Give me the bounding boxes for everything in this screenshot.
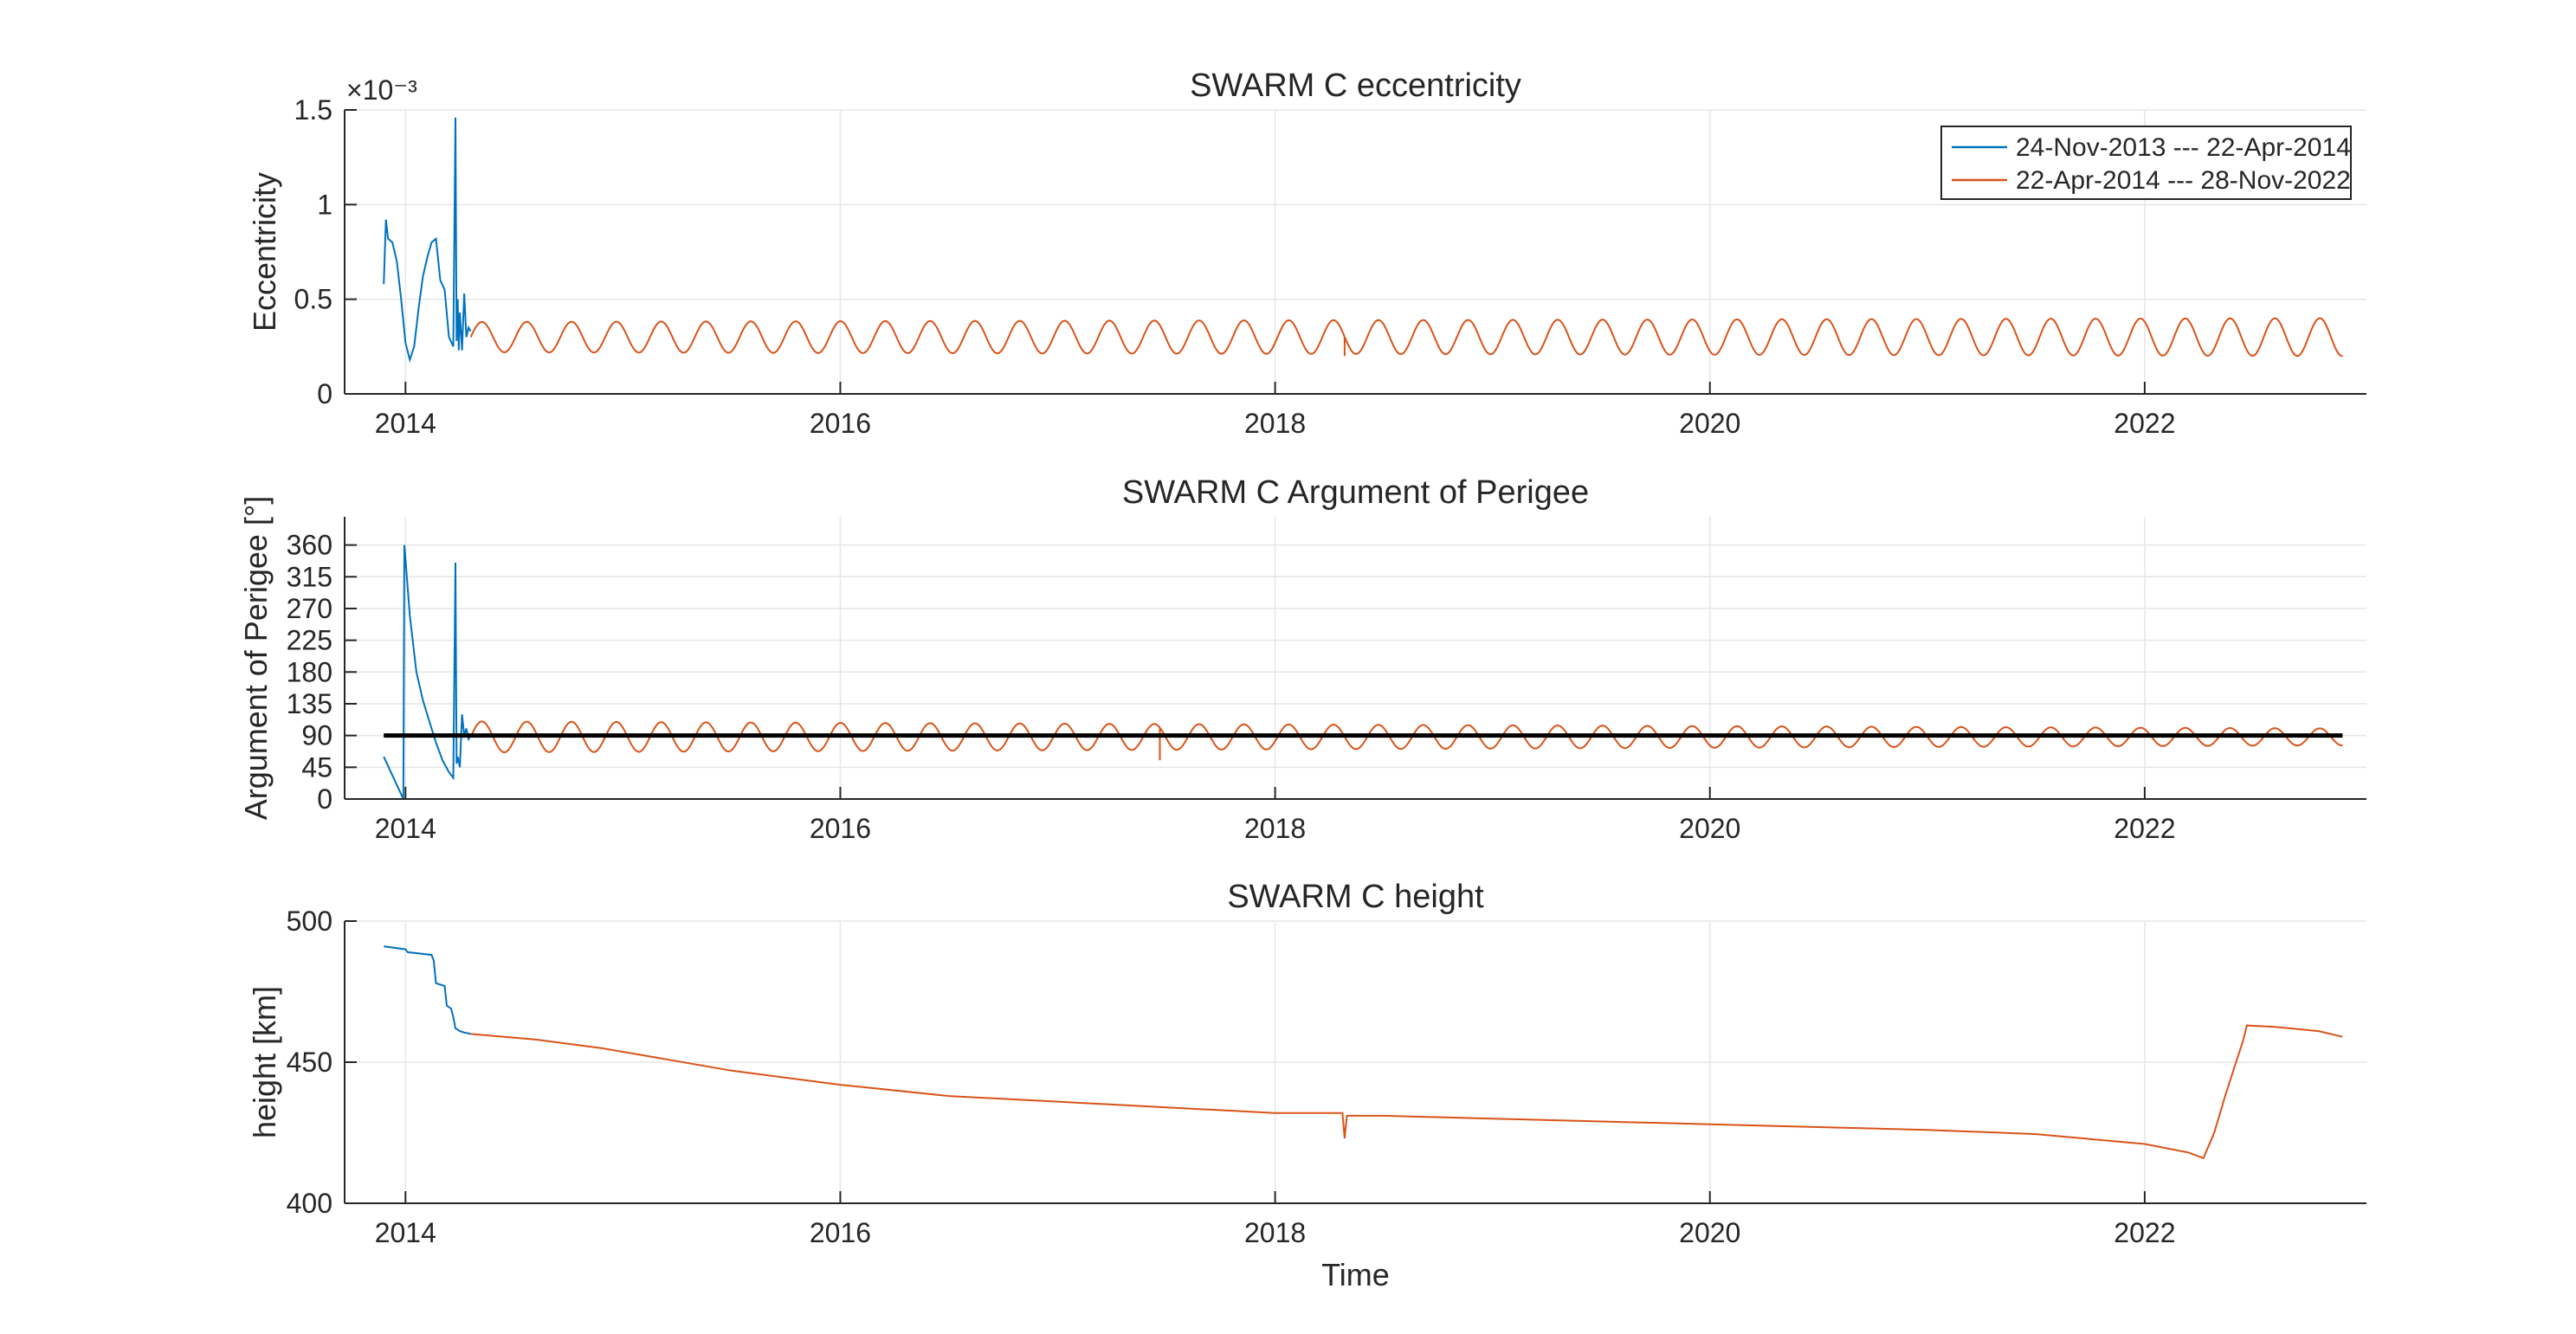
y-tick-label: 450 [287, 1047, 332, 1078]
y-tick-label: 1.5 [294, 94, 332, 126]
x-tick-label: 2018 [1244, 1217, 1306, 1248]
series-line-2 [469, 720, 2343, 761]
x-axis-label: Time [1321, 1257, 1390, 1292]
y-tick-label: 180 [287, 656, 332, 687]
legend-box [1940, 126, 2352, 200]
chart-title: SWARM C height [1227, 879, 1484, 915]
subplot-1: 2014 2016 2018 2020 2022 0 0.5 1 1.5 ×10⁻³ SWARM C… [247, 68, 2366, 439]
plot-area [345, 517, 2366, 799]
subplot-3: 2014 2016 2018 2020 2022 400 450 500 SWARM C hei… [247, 879, 2366, 1292]
series-line-1 [383, 117, 472, 364]
y-tick-label: 500 [287, 905, 332, 937]
x-tick-label: 2014 [375, 1217, 436, 1248]
y-tick-label: 0 [317, 378, 332, 409]
y-axis-label: height [km] [247, 986, 282, 1138]
y-tick-label: 1 [317, 189, 332, 220]
series-line-1 [383, 545, 472, 800]
series-line-2 [469, 317, 2343, 358]
chart-title: SWARM C Argument of Perigee [1122, 474, 1589, 511]
legend-entry: 24-Nov-2013 --- 22-Apr-2014 [2016, 133, 2351, 162]
y-tick-label: 45 [301, 751, 332, 783]
x-tick-label: 2020 [1679, 1217, 1740, 1248]
x-tick-label: 2016 [810, 813, 871, 844]
x-tick-label: 2022 [2114, 1217, 2175, 1248]
legend-entry: 22-Apr-2014 --- 28-Nov-2022 [2016, 166, 2351, 195]
x-tick-label: 2016 [810, 408, 871, 439]
x-tick-label: 2014 [375, 813, 436, 844]
legend: 24-Nov-2013 --- 22-Apr-2014 22-Apr-2014 -… [1940, 126, 2352, 200]
subplot-2: 2014 2016 2018 2020 2022 04590135180225270315… [238, 474, 2366, 844]
y-axis-label: Argument of Perigee [°] [238, 496, 274, 821]
x-tick-label: 2022 [2114, 408, 2175, 439]
x-tick-label: 2018 [1244, 813, 1306, 844]
y-axis-label: Eccentricity [247, 172, 282, 332]
y-exponent-label: ×10⁻³ [346, 74, 417, 106]
y-tick-label: 315 [287, 561, 332, 592]
y-tick-label: 0 [317, 783, 332, 815]
series-line-1 [384, 945, 471, 1035]
y-tick-label: 270 [287, 593, 332, 624]
x-tick-label: 2020 [1679, 813, 1740, 844]
x-tick-label: 2014 [375, 408, 436, 439]
y-tick-label: 90 [301, 720, 332, 751]
y-tick-label: 360 [287, 530, 332, 561]
y-tick-label: 135 [287, 688, 332, 719]
chart-title: SWARM C eccentricity [1190, 68, 1521, 104]
x-tick-label: 2022 [2114, 813, 2175, 844]
y-tick-label: 0.5 [294, 284, 332, 315]
y-tick-label: 225 [287, 625, 332, 656]
series-line-2 [470, 1024, 2343, 1160]
x-tick-label: 2018 [1244, 408, 1306, 439]
x-tick-label: 2016 [810, 1217, 871, 1248]
x-tick-label: 2020 [1679, 408, 1740, 439]
y-tick-label: 400 [287, 1188, 332, 1219]
